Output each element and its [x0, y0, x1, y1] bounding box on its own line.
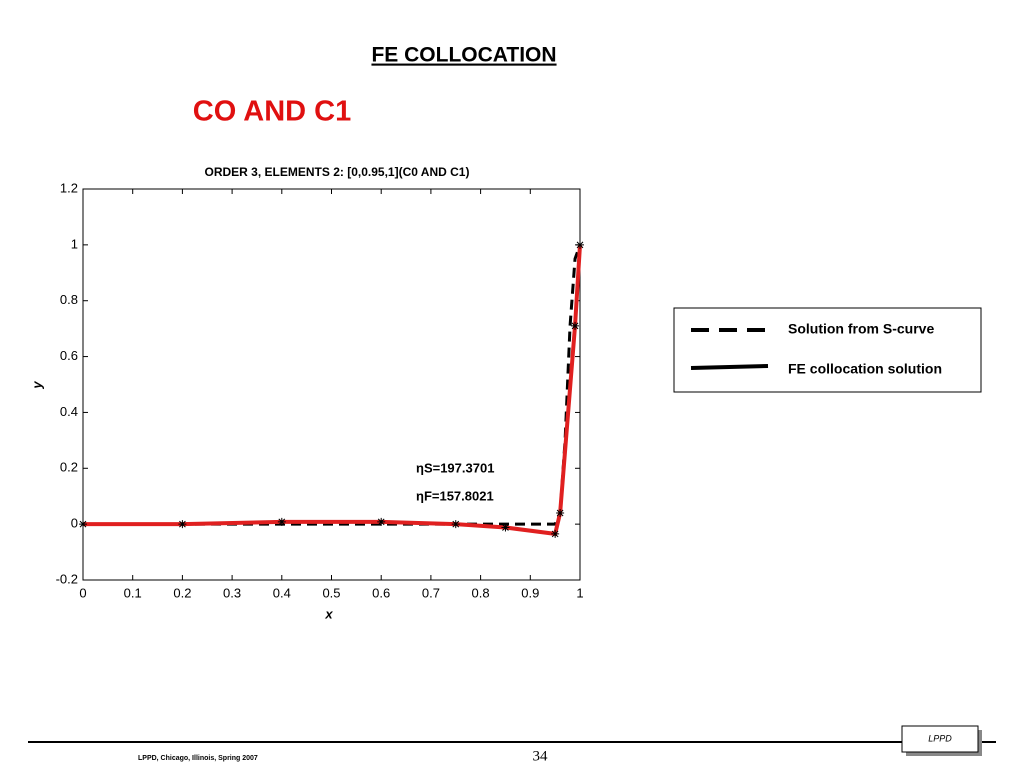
- legend-box: [673, 307, 982, 393]
- data-point: [451, 520, 460, 529]
- data-point: [576, 240, 584, 249]
- data-point: [551, 529, 560, 538]
- series-line: [83, 244, 582, 526]
- x-tick-label: 0.9: [521, 585, 539, 600]
- y-tick-label: -0.2: [56, 571, 78, 586]
- y-tick-label: 0: [71, 516, 78, 531]
- legend-label: FE collocation solution: [788, 361, 942, 377]
- x-tick-label: 0.3: [223, 585, 241, 600]
- heading: FE COLLOCATION: [371, 44, 556, 67]
- page-number: 34: [533, 748, 549, 764]
- y-tick-label: 1.2: [60, 180, 78, 195]
- x-tick-label: 0.8: [472, 585, 490, 600]
- footer-text: LPPD, Chicago, Illinois, Spring 2007: [138, 755, 258, 762]
- data-point: [571, 321, 580, 330]
- x-tick-label: 0.2: [173, 585, 191, 600]
- y-tick-label: 0.8: [60, 292, 78, 307]
- x-tick-label: 0: [79, 585, 86, 600]
- data-point: [377, 517, 386, 526]
- logo: LPPD: [928, 733, 952, 743]
- x-axis-label: x: [324, 606, 333, 621]
- x-tick-label: 0.1: [124, 585, 142, 600]
- data-point: [501, 523, 510, 532]
- legend-label: Solution from S-curve: [788, 321, 934, 337]
- data-point: [79, 520, 87, 529]
- y-tick-label: 0.6: [60, 348, 78, 363]
- logo-box: [901, 725, 979, 753]
- data-point: [178, 520, 187, 529]
- y-tick-label: 1: [71, 236, 78, 251]
- subheading: CO AND C1: [193, 96, 351, 128]
- y-axis-label: y: [29, 381, 44, 390]
- legend-swatch: [690, 364, 769, 370]
- x-tick-label: 0.4: [273, 585, 291, 600]
- x-tick-label: 0.5: [322, 585, 340, 600]
- x-tick-label: 0.7: [422, 585, 440, 600]
- data-point: [556, 508, 565, 517]
- series-line: [83, 244, 582, 537]
- x-tick-label: 1: [576, 585, 583, 600]
- chart-title: ORDER 3, ELEMENTS 2: [0,0.95,1](C0 AND C…: [205, 165, 470, 179]
- annotation: ηF=157.8021: [416, 488, 494, 503]
- data-point: [277, 517, 286, 526]
- y-tick-label: 0.2: [60, 460, 78, 475]
- y-tick-label: 0.4: [60, 404, 78, 419]
- annotation: ηS=197.3701: [416, 460, 494, 475]
- x-tick-label: 0.6: [372, 585, 390, 600]
